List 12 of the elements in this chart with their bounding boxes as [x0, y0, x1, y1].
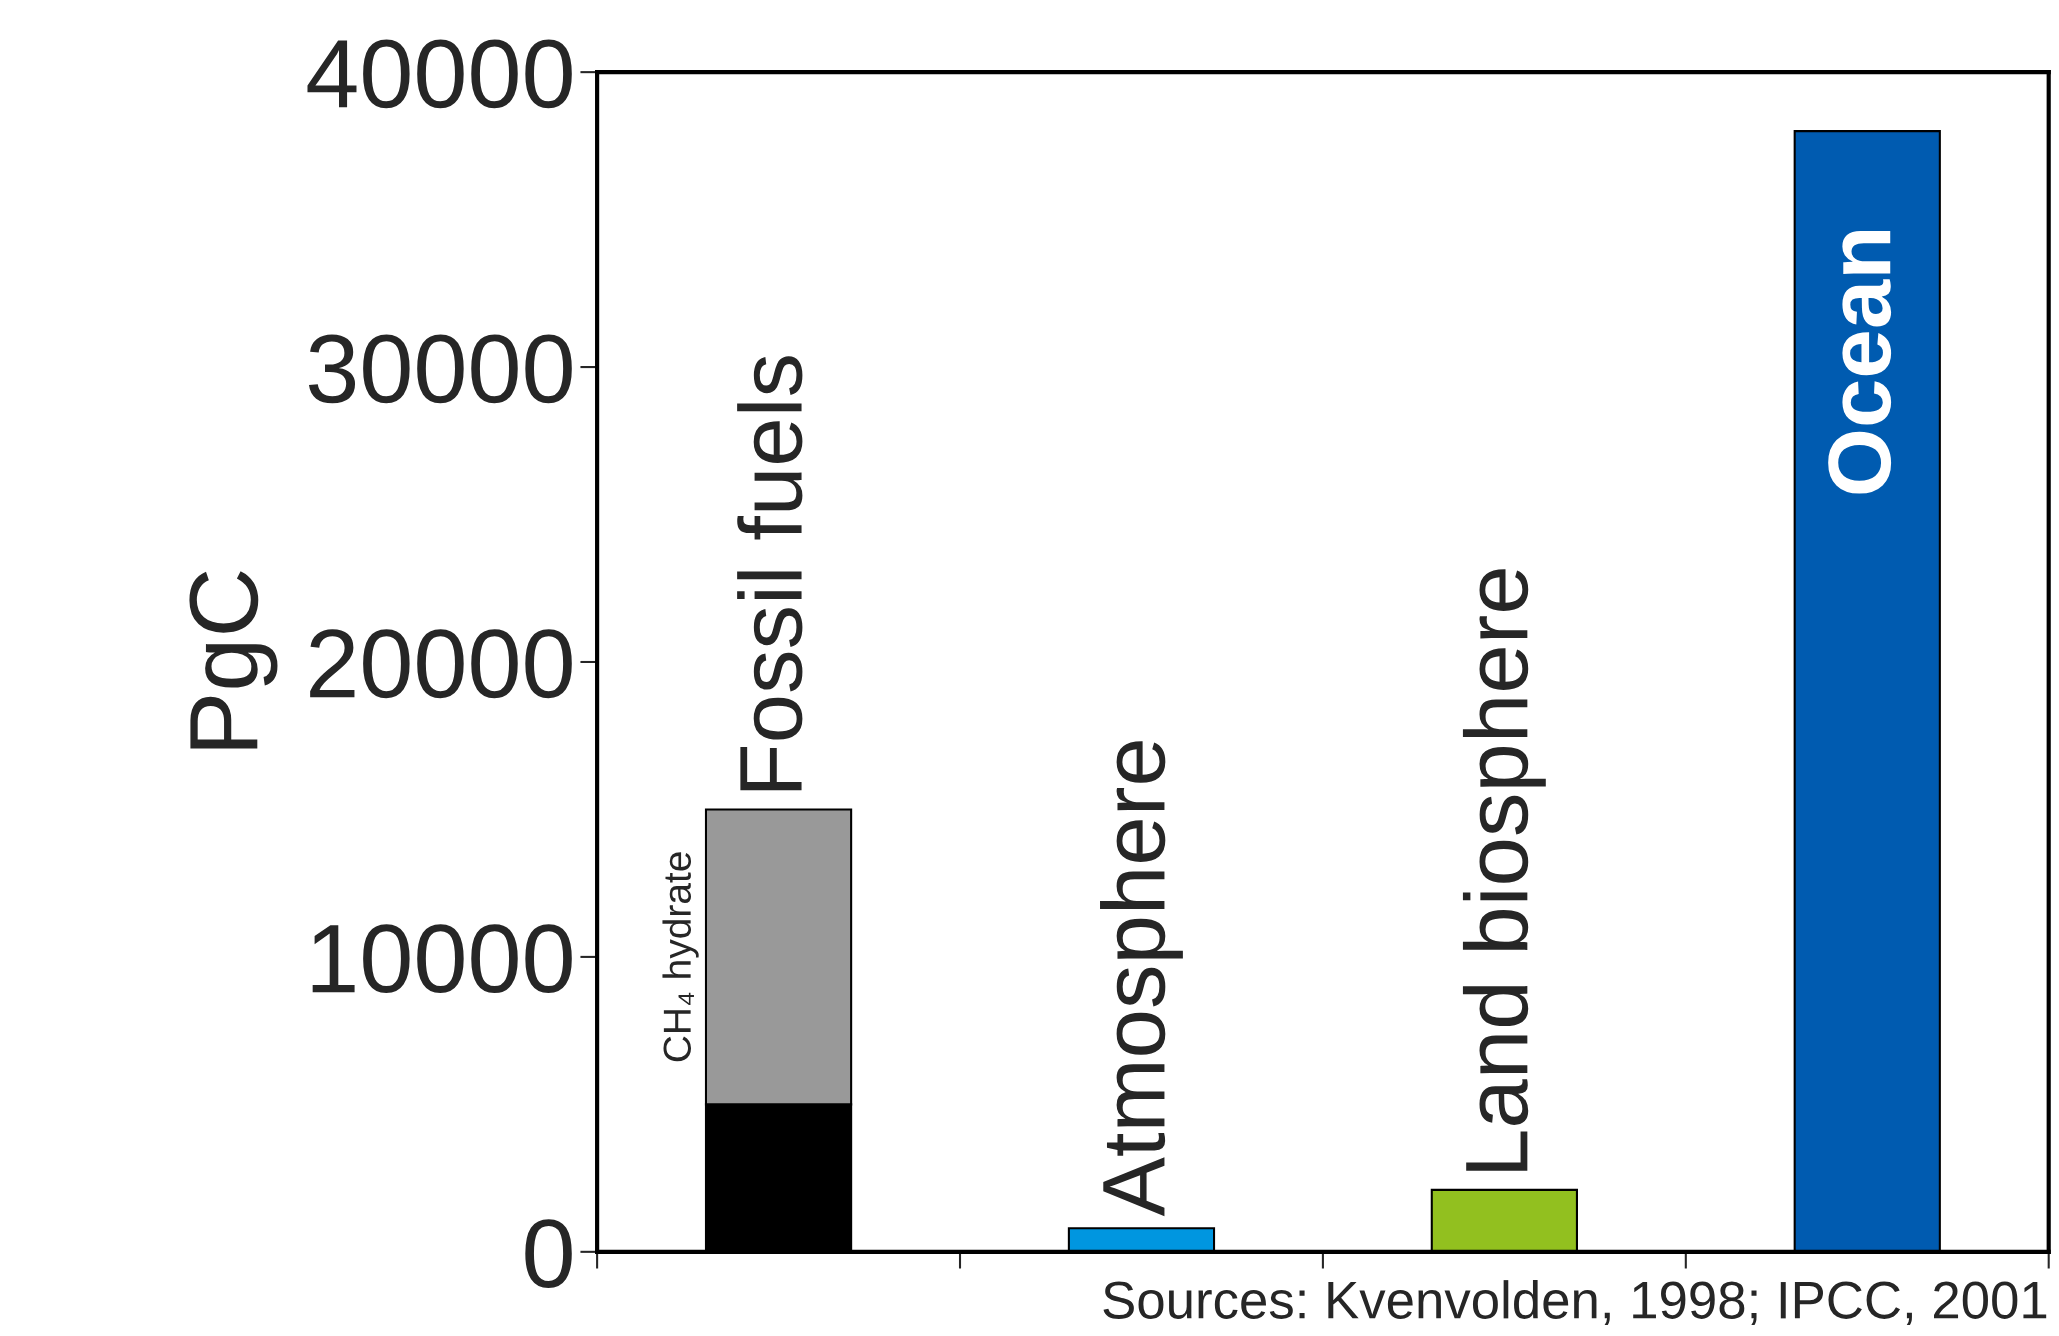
y-axis-title: PgC — [189, 571, 278, 749]
y-tick-label: 30000 — [308, 334, 572, 404]
y-tick-label: 20000 — [310, 629, 572, 699]
x-tick-label: Atmosphere — [1100, 741, 1183, 1217]
source-note: Sources: Kvenvolden, 1998; IPCC, 2001 — [1103, 1280, 2047, 1326]
y-tick-label: 40000 — [307, 39, 572, 109]
text: CH₄ hydrate — [662, 852, 699, 1062]
y-tick-label: 10000 — [312, 924, 572, 994]
x-tick-label: Ocean — [1828, 230, 1892, 494]
x-tick-label: Land biosphere — [1462, 569, 1546, 1171]
y-tick-label: 0 — [525, 1219, 572, 1289]
x-tick-label: Fossil fuels — [737, 356, 803, 791]
